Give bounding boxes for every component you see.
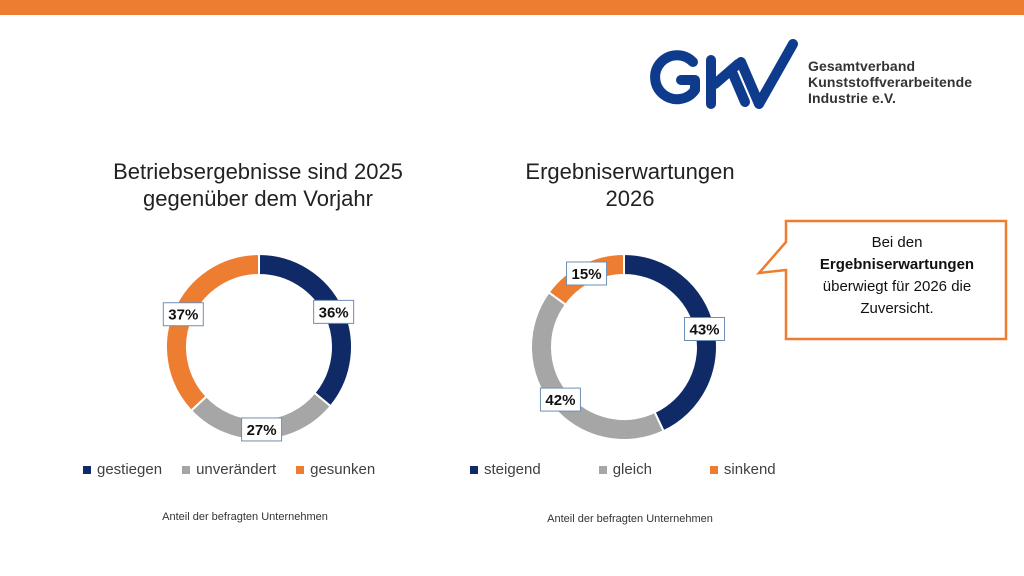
legend-label: unverändert — [196, 461, 277, 478]
callout-text: Bei den Ergebniserwartungen überwiegt fü… — [790, 232, 1004, 320]
donut-2-segment-steigend — [623, 252, 718, 433]
legend-item-sinkend: sinkend — [709, 461, 776, 478]
legend-swatch-orange — [709, 465, 718, 474]
data-label-box — [241, 417, 283, 442]
data-label-text: 37% — [168, 307, 198, 324]
donut-2-data-label-sinkend: 15% — [566, 261, 608, 286]
donut-1-data-label-gestiegen: 36% — [313, 299, 355, 324]
chart-2-legend: steigend gleich sinkend — [470, 461, 834, 478]
legend-label: gestiegen — [97, 461, 163, 478]
legend-label: gleich — [612, 461, 652, 478]
legend-swatch-navy — [83, 465, 91, 474]
data-label-box — [539, 387, 581, 412]
donut-chart-2: 43% 42% 15% — [530, 252, 726, 441]
data-label-text: 43% — [689, 322, 719, 339]
chart-2-title-line-1: Ergebniserwartungen — [525, 159, 735, 184]
callout-line-1: Bei den — [871, 234, 923, 251]
legend-item-gleich: gleich — [598, 461, 652, 478]
legend-item-steigend: steigend — [470, 461, 541, 478]
logo-line-2: Kunststoffverarbeitende — [808, 74, 973, 90]
donut-1-data-label-unverändert: 27% — [241, 417, 283, 442]
legend-label: sinkend — [723, 461, 776, 478]
data-label-box — [684, 317, 726, 342]
data-label-box — [566, 261, 608, 286]
donut-chart-1: 36% 27% 37% — [162, 252, 355, 442]
data-label-text: 15% — [572, 266, 602, 283]
legend-item-unveraendert: unverändert — [182, 461, 276, 478]
callout-line-4: Zuversicht. — [860, 300, 934, 317]
legend-swatch-gray — [598, 465, 607, 474]
legend-swatch-orange — [296, 465, 305, 474]
top-accent-bar — [0, 0, 1024, 15]
legend-swatch-navy — [470, 465, 478, 474]
donut-1-data-label-gesunken: 37% — [162, 302, 204, 327]
chart-1-footnote: Anteil der befragten Unternehmen — [162, 511, 328, 523]
gkv-logo-mark-icon — [650, 39, 798, 109]
chart-1-title-line-1: Betriebsergebnisse sind 2025 — [113, 159, 403, 184]
logo-line-1: Gesamtverband — [808, 58, 916, 74]
chart-1-title-line-2: gegenüber dem Vorjahr — [143, 186, 373, 211]
donut-2-data-label-steigend: 43% — [684, 317, 726, 342]
callout-bold-line: Ergebniserwartungen — [819, 256, 975, 273]
data-label-text: 27% — [247, 422, 277, 439]
legend-item-gestiegen: gestiegen — [83, 461, 162, 478]
legend-swatch-gray — [182, 465, 191, 474]
donut-2-segment-gleich — [530, 290, 665, 441]
donut-1-segment-gesunken — [165, 252, 260, 413]
chart-2-title-line-2: 2026 — [605, 186, 655, 211]
legend-item-gesunken: gesunken — [296, 461, 375, 478]
gkv-logo: Gesamtverband Kunststoffverarbeitende In… — [645, 38, 985, 118]
donut-1-segment-gestiegen — [258, 252, 353, 408]
data-label-text: 36% — [319, 304, 349, 321]
logo-line-3: Industrie e.V. — [808, 90, 897, 106]
callout-line-3: überwiegt für 2026 die — [822, 278, 972, 295]
logo-text: Gesamtverband Kunststoffverarbeitende In… — [808, 58, 972, 106]
data-label-box — [162, 302, 204, 327]
data-label-text: 42% — [545, 392, 575, 409]
chart-1-title: Betriebsergebnisse sind 2025 gegenüber d… — [78, 158, 438, 212]
data-label-box — [313, 299, 355, 324]
legend-label: gesunken — [310, 461, 376, 478]
donut-2-data-label-gleich: 42% — [539, 387, 581, 412]
chart-1-legend: gestiegen unverändert gesunken — [83, 461, 395, 478]
chart-2-title: Ergebniserwartungen 2026 — [470, 158, 790, 212]
callout-speech-bubble — [755, 219, 1008, 341]
legend-label: steigend — [484, 461, 541, 478]
chart-2-footnote: Anteil der befragten Unternehmen — [547, 513, 713, 525]
